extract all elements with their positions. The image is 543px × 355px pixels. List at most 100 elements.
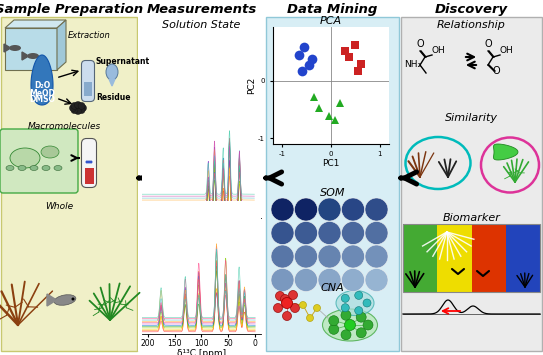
Bar — [401, 17, 542, 351]
Circle shape — [281, 297, 293, 308]
Bar — [471, 224, 506, 292]
FancyBboxPatch shape — [0, 129, 78, 193]
Text: Data Mining: Data Mining — [287, 3, 378, 16]
Circle shape — [74, 102, 81, 109]
Circle shape — [318, 222, 341, 245]
Bar — [506, 224, 540, 292]
Circle shape — [271, 245, 294, 268]
Circle shape — [294, 198, 318, 221]
Circle shape — [294, 245, 318, 268]
Polygon shape — [31, 55, 53, 105]
Circle shape — [355, 307, 363, 315]
Text: Macromolecules: Macromolecules — [27, 122, 100, 131]
Circle shape — [282, 311, 292, 321]
Circle shape — [291, 304, 300, 312]
Text: CNA: CNA — [320, 283, 344, 293]
Y-axis label: PC2: PC2 — [248, 77, 256, 94]
Circle shape — [342, 304, 349, 312]
Text: SOM: SOM — [320, 188, 345, 198]
X-axis label: PC1: PC1 — [323, 159, 339, 168]
Text: Sample Preparation: Sample Preparation — [0, 3, 143, 16]
Bar — [266, 17, 399, 351]
Text: O: O — [492, 66, 500, 76]
Text: Biomarker: Biomarker — [443, 213, 501, 223]
Circle shape — [294, 222, 318, 245]
Ellipse shape — [27, 53, 39, 59]
Circle shape — [365, 268, 388, 291]
FancyBboxPatch shape — [81, 138, 97, 187]
Circle shape — [329, 316, 339, 326]
Circle shape — [318, 198, 341, 221]
Text: Solution State: Solution State — [162, 20, 241, 30]
Circle shape — [79, 104, 86, 111]
Ellipse shape — [10, 148, 40, 168]
X-axis label: δ¹H [ppm]: δ¹H [ppm] — [179, 233, 224, 242]
Circle shape — [71, 102, 78, 109]
Circle shape — [344, 320, 356, 331]
Circle shape — [294, 268, 318, 291]
Circle shape — [300, 301, 306, 308]
Text: Discovery: Discovery — [435, 3, 508, 16]
Polygon shape — [109, 79, 115, 86]
Text: MeOD: MeOD — [29, 88, 55, 98]
Circle shape — [71, 106, 78, 114]
Circle shape — [306, 315, 313, 322]
Text: OH: OH — [500, 46, 514, 55]
Circle shape — [329, 324, 339, 334]
Circle shape — [78, 102, 85, 109]
Ellipse shape — [106, 64, 118, 80]
Circle shape — [78, 106, 85, 114]
Circle shape — [342, 198, 364, 221]
Polygon shape — [494, 144, 518, 160]
Circle shape — [87, 160, 91, 164]
Ellipse shape — [9, 45, 21, 51]
Circle shape — [74, 108, 81, 115]
Circle shape — [342, 245, 364, 268]
Circle shape — [288, 290, 298, 300]
Ellipse shape — [42, 165, 50, 170]
Circle shape — [271, 268, 294, 291]
Bar — [403, 224, 540, 292]
Circle shape — [356, 312, 366, 322]
Circle shape — [313, 305, 320, 311]
Circle shape — [355, 291, 363, 299]
Circle shape — [274, 304, 282, 312]
Circle shape — [356, 328, 366, 338]
Ellipse shape — [54, 165, 62, 170]
Title: PCA: PCA — [320, 16, 342, 26]
Ellipse shape — [18, 165, 26, 170]
Ellipse shape — [30, 165, 38, 170]
Ellipse shape — [54, 295, 76, 305]
Circle shape — [365, 222, 388, 245]
FancyBboxPatch shape — [81, 60, 94, 102]
Text: Solid State: Solid State — [171, 185, 232, 195]
Polygon shape — [22, 52, 27, 60]
Circle shape — [318, 245, 341, 268]
Text: Whole: Whole — [45, 202, 73, 211]
Bar — [403, 224, 437, 292]
Bar — [138, 17, 265, 351]
Circle shape — [90, 160, 92, 164]
Circle shape — [341, 330, 351, 340]
Circle shape — [365, 198, 388, 221]
Text: Extraction: Extraction — [68, 31, 111, 39]
Circle shape — [363, 320, 373, 330]
Text: NH₂: NH₂ — [405, 60, 421, 69]
Bar — [85, 168, 93, 184]
Ellipse shape — [6, 165, 14, 170]
Bar — [5, 28, 57, 70]
Text: Measurements: Measurements — [147, 3, 257, 16]
Circle shape — [70, 104, 77, 111]
Text: O: O — [484, 39, 492, 49]
Text: DMSO: DMSO — [29, 95, 55, 104]
Text: O: O — [416, 39, 424, 49]
Text: Supernatant: Supernatant — [96, 58, 150, 66]
Ellipse shape — [323, 309, 377, 341]
Circle shape — [318, 268, 341, 291]
Ellipse shape — [336, 290, 374, 316]
X-axis label: δ¹³C [ppm]: δ¹³C [ppm] — [177, 349, 226, 355]
Bar — [437, 224, 471, 292]
Circle shape — [271, 198, 294, 221]
Circle shape — [342, 294, 349, 302]
Circle shape — [342, 268, 364, 291]
